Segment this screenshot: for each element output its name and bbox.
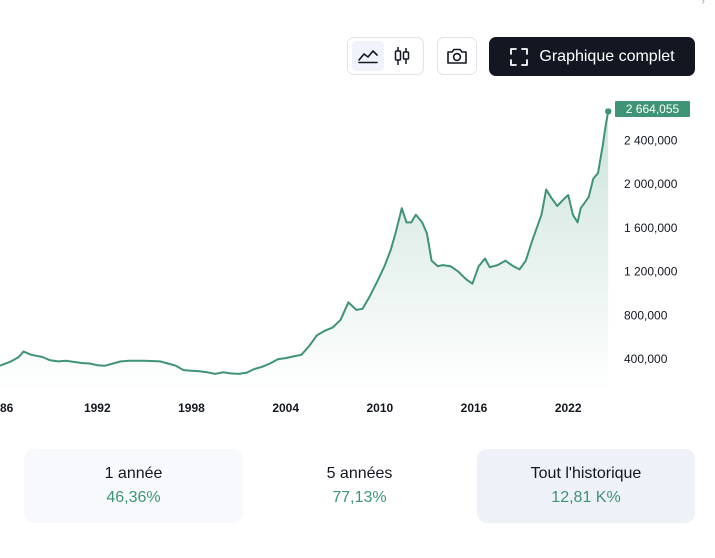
last-price-point xyxy=(605,108,612,115)
last-price-badge: 2 664,055 xyxy=(615,101,690,117)
camera-icon xyxy=(447,48,467,64)
period-card-5y[interactable]: 5 années 77,13% xyxy=(250,449,469,523)
x-tick-label: 1998 xyxy=(178,401,205,415)
y-tick-label: 2 400,000 xyxy=(624,133,678,147)
period-value: 12,81 K% xyxy=(551,489,621,506)
y-axis: 400,000 800,000 1 200,000 1 600,000 2 000,00… xyxy=(624,133,678,366)
period-value: 46,36% xyxy=(106,489,161,506)
candlestick-icon xyxy=(394,47,410,65)
period-card-1y[interactable]: 1 année 46,36% xyxy=(24,449,243,523)
x-tick-label: 2022 xyxy=(555,401,582,415)
x-axis: 86 1992 1998 2004 2010 2016 2022 xyxy=(0,401,582,415)
y-tick-label: 1 200,000 xyxy=(624,265,678,279)
price-line xyxy=(0,111,610,375)
fullscreen-icon xyxy=(510,47,529,66)
x-tick-label: 86 xyxy=(0,401,14,415)
period-label: 5 années xyxy=(326,465,393,482)
chart-toolbar: Graphique complet xyxy=(0,37,715,77)
full-chart-label: Graphique complet xyxy=(539,47,675,65)
corner-mark: › xyxy=(701,0,705,7)
x-tick-label: 1992 xyxy=(84,401,111,415)
period-label: Tout l'historique xyxy=(530,465,642,482)
price-chart[interactable]: 400,000 800,000 1 200,000 1 600,000 2 000,00… xyxy=(0,95,715,425)
y-tick-label: 800,000 xyxy=(624,308,668,322)
x-tick-label: 2016 xyxy=(461,401,488,415)
period-card-all-time[interactable]: Tout l'historique 12,81 K% xyxy=(477,449,695,523)
candlestick-button[interactable] xyxy=(386,41,418,71)
y-tick-label: 400,000 xyxy=(624,352,668,366)
y-tick-label: 1 600,000 xyxy=(624,221,678,235)
x-tick-label: 2010 xyxy=(366,401,393,415)
last-price-label: 2 664,055 xyxy=(626,102,680,116)
area-fill xyxy=(0,111,609,393)
chart-type-toggle xyxy=(347,37,424,75)
snapshot-button[interactable] xyxy=(437,37,477,75)
period-value: 77,13% xyxy=(332,489,387,506)
period-label: 1 année xyxy=(104,465,163,482)
area-chart-button[interactable] xyxy=(352,41,384,71)
x-tick-label: 2004 xyxy=(272,401,299,415)
y-tick-label: 2 000,000 xyxy=(624,177,678,191)
full-chart-button[interactable]: Graphique complet xyxy=(489,37,695,76)
area-chart-icon xyxy=(358,50,378,64)
performance-periods: 1 année 46,36% 5 années 77,13% Tout l'hi… xyxy=(0,449,715,523)
